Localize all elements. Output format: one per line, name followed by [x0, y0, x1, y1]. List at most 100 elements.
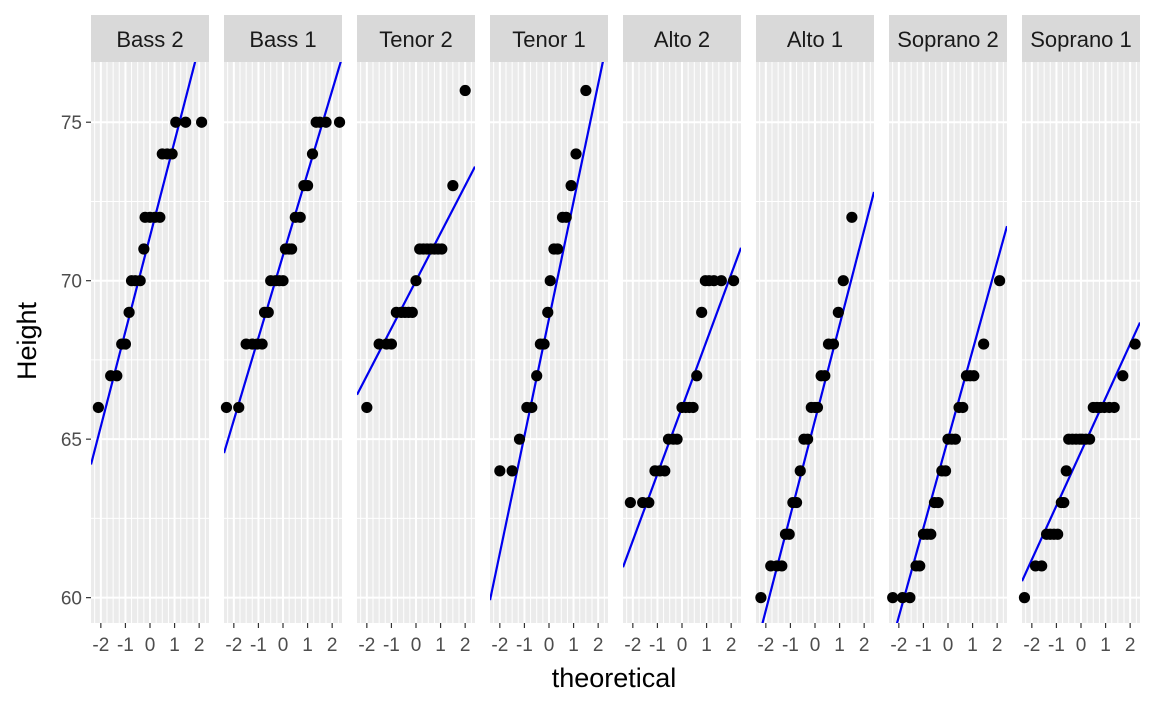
x-tick-label: 2 [726, 635, 737, 656]
data-point [643, 496, 655, 509]
data-point [196, 116, 208, 128]
data-point [715, 275, 727, 287]
data-point [560, 211, 572, 223]
data-point [138, 243, 150, 255]
x-tick-label: -2 [757, 635, 774, 656]
x-tick-label: 2 [859, 635, 870, 656]
facet-strip-label: Bass 1 [249, 27, 316, 52]
panel-grid [889, 62, 1007, 623]
data-point [277, 275, 289, 287]
data-point [410, 275, 422, 287]
x-tick-label: -1 [782, 635, 799, 656]
data-point [570, 148, 582, 160]
x-tick-label: 1 [701, 635, 712, 656]
data-point [166, 148, 178, 160]
qq-reference-line [91, 62, 197, 465]
y-axis: 60 65 70 75 [61, 113, 91, 610]
data-point [949, 433, 961, 445]
data-point [1052, 528, 1064, 540]
data-point [957, 401, 969, 414]
data-point [233, 401, 245, 414]
facet-soprano-2: Soprano 2 -2 -1 0 1 2 [887, 15, 1007, 656]
x-tick-label: -1 [516, 635, 533, 656]
x-tick-label: -1 [383, 635, 400, 656]
data-point [691, 370, 703, 382]
data-point [968, 370, 980, 382]
data-point [170, 116, 182, 128]
y-tick-label: 75 [61, 113, 82, 134]
panel-grid [357, 62, 475, 623]
data-point [696, 306, 708, 318]
data-point [802, 433, 814, 445]
data-point [538, 338, 550, 350]
y-tick-label: 70 [61, 272, 82, 293]
data-point [846, 211, 858, 223]
data-point [671, 433, 683, 445]
facet-tenor-2: Tenor 2 -2 -1 0 1 2 [357, 15, 475, 656]
data-point [544, 275, 556, 287]
facet-strip [756, 15, 874, 62]
data-point [361, 401, 373, 414]
panel-grid [756, 62, 874, 623]
data-point [123, 306, 135, 318]
x-tick-label: 2 [992, 635, 1003, 656]
data-point [624, 496, 636, 509]
y-tick-label: 65 [61, 430, 82, 451]
data-point [542, 306, 554, 318]
data-point [783, 528, 795, 540]
data-point [494, 465, 506, 477]
data-point [262, 306, 274, 318]
panel-grid [1022, 62, 1140, 623]
facet-bass-2: Bass 2 -2 -1 0 1 2 [91, 15, 209, 656]
x-tick-label: 0 [677, 635, 688, 656]
data-point [301, 180, 314, 192]
facet-strip [490, 15, 608, 62]
data-point [755, 592, 767, 604]
facet-strip [889, 15, 1007, 62]
facet-strip-label: Soprano 1 [1030, 27, 1132, 52]
data-point [827, 338, 840, 350]
x-tick-label: -1 [250, 635, 267, 656]
x-tick-label: -2 [225, 635, 242, 656]
data-point [154, 211, 166, 223]
data-point [1117, 370, 1129, 382]
x-tick-label: 1 [967, 635, 978, 656]
x-tick-label: -1 [117, 635, 134, 656]
data-point [811, 401, 824, 414]
data-point [333, 116, 346, 128]
x-tick-label: -2 [890, 635, 907, 656]
data-point [904, 592, 916, 604]
y-axis-title: Height [12, 301, 42, 380]
data-point [1018, 592, 1031, 604]
data-point [887, 592, 899, 604]
data-point [565, 180, 577, 192]
data-point [939, 465, 952, 477]
x-tick-label: 2 [194, 635, 205, 656]
data-point [119, 338, 132, 350]
x-tick-label: 2 [1125, 635, 1136, 656]
facet-strip [1022, 15, 1140, 62]
data-point [1129, 338, 1141, 350]
x-tick-label: 2 [593, 635, 604, 656]
data-point [134, 275, 146, 287]
facet-soprano-1: Soprano 1 -2 -1 0 1 2 [1018, 15, 1141, 656]
facet-strip-label: Alto 1 [787, 27, 843, 52]
x-tick-label: -1 [649, 635, 666, 656]
x-tick-label: 2 [327, 635, 338, 656]
data-point [837, 275, 849, 287]
data-point [832, 306, 844, 318]
data-point [580, 84, 592, 97]
x-tick-label: 1 [435, 635, 446, 656]
data-point [286, 243, 298, 255]
x-tick-label: 0 [943, 635, 954, 656]
data-point [687, 401, 699, 414]
data-point [728, 275, 740, 287]
x-tick-label: 0 [810, 635, 821, 656]
x-tick-label: 0 [145, 635, 156, 656]
data-point [513, 433, 526, 445]
facet-strip [357, 15, 475, 62]
data-point [1036, 560, 1048, 572]
x-tick-label: 1 [834, 635, 845, 656]
facet-alto-2: Alto 2 -2 -1 0 1 2 [623, 15, 741, 656]
